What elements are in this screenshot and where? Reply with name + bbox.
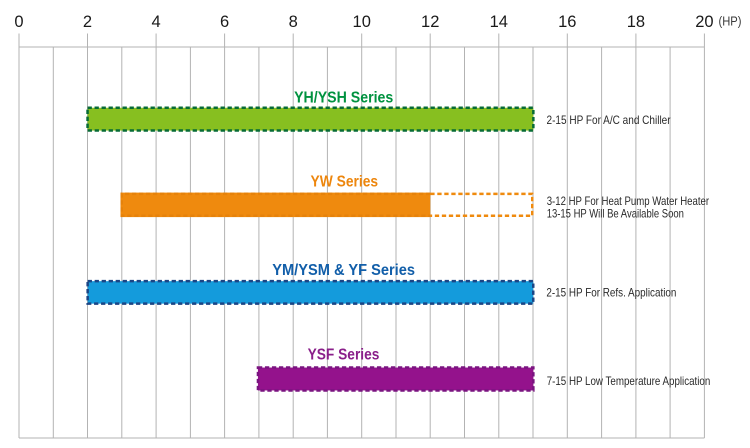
svg-text:YM/YSM & YF Series: YM/YSM & YF Series — [272, 262, 415, 279]
svg-text:YH/YSH Series: YH/YSH Series — [294, 89, 393, 106]
svg-text:0: 0 — [14, 13, 23, 31]
svg-text:2-15 HP For Refs. Application: 2-15 HP For Refs. Application — [546, 285, 676, 299]
svg-text:7-15 HP Low Temperature Applic: 7-15 HP Low Temperature Application — [547, 374, 711, 388]
svg-text:YSF Series: YSF Series — [308, 347, 380, 364]
svg-text:(HP): (HP) — [719, 14, 742, 28]
svg-text:4: 4 — [152, 13, 161, 31]
svg-text:14: 14 — [490, 13, 508, 31]
svg-text:2: 2 — [83, 13, 92, 31]
svg-text:12: 12 — [421, 13, 439, 31]
svg-text:3-12 HP For Heat Pump Water He: 3-12 HP For Heat Pump Water Heater — [547, 194, 709, 208]
svg-text:YW Series: YW Series — [311, 173, 379, 190]
svg-text:13-15 HP Will Be Available Soo: 13-15 HP Will Be Available Soon — [547, 207, 684, 221]
svg-text:16: 16 — [558, 13, 576, 31]
svg-text:6: 6 — [220, 13, 229, 31]
svg-text:10: 10 — [353, 13, 371, 31]
svg-text:20: 20 — [695, 13, 713, 31]
svg-text:18: 18 — [627, 13, 645, 31]
svg-text:8: 8 — [289, 13, 298, 31]
svg-text:2-15 HP For A/C and Chiller: 2-15 HP For A/C and Chiller — [547, 113, 671, 127]
